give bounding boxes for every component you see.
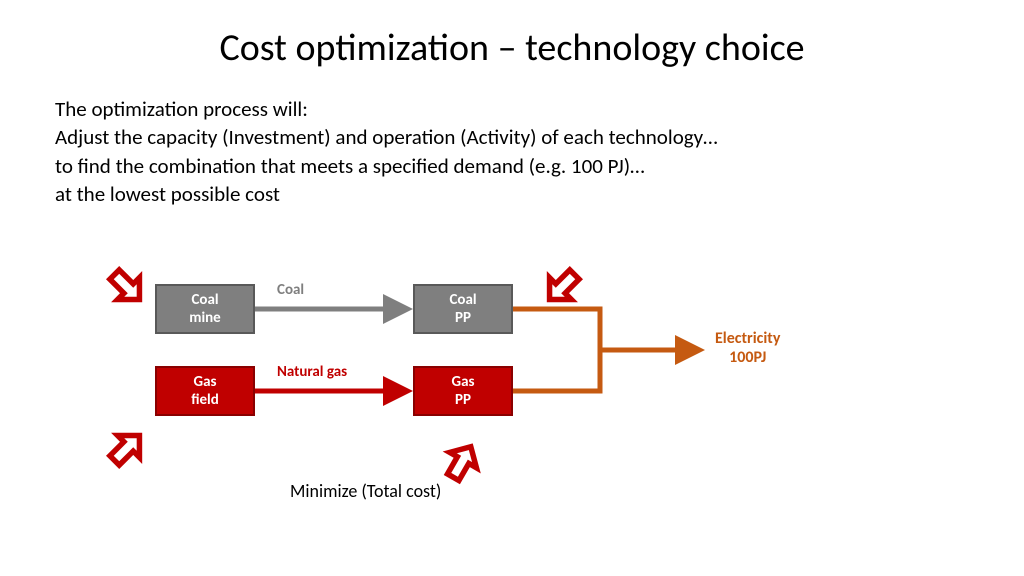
output-connector [513,309,700,391]
node-gas-field-label: Gasfield [191,373,219,409]
desc-line-2: Adjust the capacity (Investment) and ope… [55,123,969,151]
flow-label-coal: Coal [277,281,304,299]
node-gas-pp: GasPP [413,366,513,416]
description-block: The optimization process will: Adjust th… [55,95,969,208]
footer-label: Minimize (Total cost) [290,480,441,502]
node-coal-pp: CoalPP [413,284,513,334]
output-label-2: 100PJ [715,348,780,367]
flow-label-gas: Natural gas [277,363,347,381]
node-coal-mine-label: Coalmine [189,291,221,327]
output-label-1: Electricity [715,329,780,348]
output-label: Electricity 100PJ [715,329,780,367]
flow-diagram: Coalmine CoalPP Gasfield GasPP Coal Natu… [0,270,1024,570]
page-title: Cost optimization – technology choice [0,25,1024,71]
desc-line-4: at the lowest possible cost [55,180,969,208]
node-gas-pp-label: GasPP [452,373,475,409]
desc-line-3: to find the combination that meets a spe… [55,152,969,180]
node-coal-pp-label: CoalPP [449,291,476,327]
node-coal-mine: Coalmine [155,284,255,334]
node-gas-field: Gasfield [155,366,255,416]
desc-line-1: The optimization process will: [55,95,969,123]
